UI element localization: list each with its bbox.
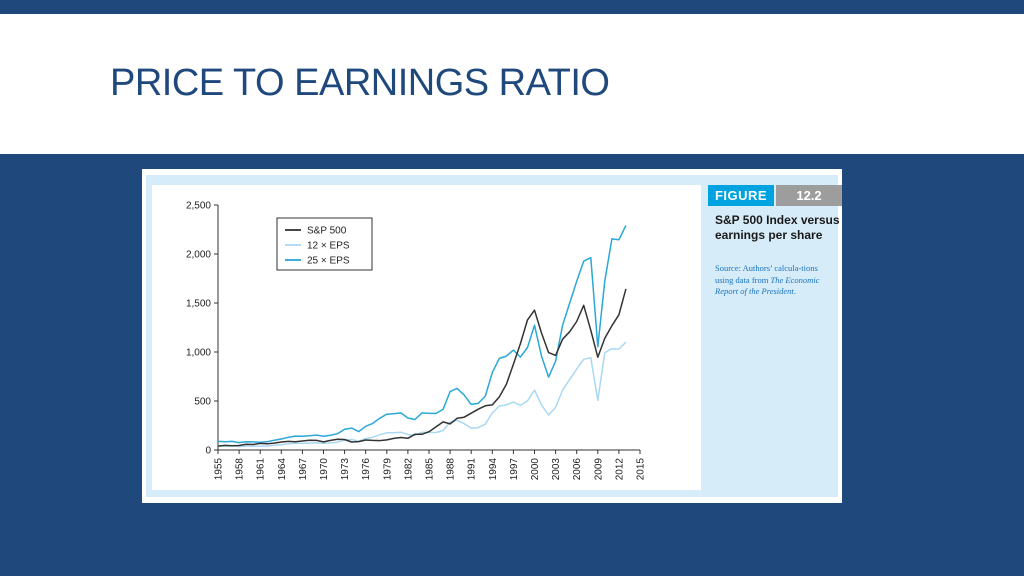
figure-caption: S&P 500 Index versus earnings per share	[715, 213, 840, 242]
x-tick-label: 2015	[636, 458, 647, 481]
x-tick-label: 1991	[467, 458, 478, 481]
figure-source: Source: Authors’ calcula-tions using dat…	[715, 263, 830, 298]
series-line-12-eps	[217, 341, 627, 448]
x-tick-label: 1964	[277, 458, 288, 481]
x-tick-label: 2003	[551, 458, 562, 481]
legend-box	[276, 217, 373, 271]
x-tick-label: 1976	[361, 458, 372, 481]
y-tick-label: 2,000	[186, 250, 211, 261]
x-tick-label: 1973	[340, 458, 351, 481]
figure-tag: FIGURE 12.2	[708, 185, 843, 206]
x-tick-label: 2012	[614, 458, 625, 481]
figure-tag-word: FIGURE	[708, 185, 774, 206]
figure-source-suffix: .	[793, 286, 796, 296]
x-tick-label: 1970	[319, 458, 330, 481]
x-tick-label: 2000	[530, 458, 541, 481]
title-area: PRICE TO EARNINGS RATIO	[0, 14, 1024, 154]
x-tick-label: 1994	[488, 458, 499, 481]
x-tick-label: 1955	[214, 458, 225, 481]
legend-label: 12 × EPS	[307, 241, 350, 252]
legend-label: S&P 500	[307, 226, 347, 237]
x-tick-label: 1979	[382, 458, 393, 481]
slide-title: PRICE TO EARNINGS RATIO	[110, 62, 610, 104]
x-tick-label: 2006	[572, 458, 583, 481]
figure-background: 0 500 1,000 1,500 2,000 2,500 1955 1958 1961 1964…	[146, 175, 842, 497]
y-tick-label: 0	[205, 446, 211, 457]
y-tick-label: 500	[194, 397, 211, 408]
x-tick-label: 2009	[593, 458, 604, 481]
x-tick-label: 1985	[425, 458, 436, 481]
top-band	[0, 0, 1024, 14]
y-tick-label: 2,500	[186, 201, 211, 212]
x-tick-label: 1982	[403, 458, 414, 481]
figure-source-italic: The Economic Report of the President	[715, 274, 820, 297]
line-chart: 0 500 1,000 1,500 2,000 2,500 1955 1958 1961 1964…	[186, 201, 647, 481]
x-tick-label: 1961	[256, 458, 267, 481]
series-line-s-p-500	[217, 288, 627, 447]
plot-panel: 0 500 1,000 1,500 2,000 2,500 1955 1958 1961 1964…	[152, 185, 701, 490]
figure-frame: 0 500 1,000 1,500 2,000 2,500 1955 1958 1961 1964…	[142, 169, 842, 503]
x-tick-label: 1967	[298, 458, 309, 481]
y-tick-label: 1,500	[186, 299, 211, 310]
y-tick-label: 1,000	[186, 348, 211, 359]
figure-tag-number: 12.2	[776, 185, 842, 206]
x-tick-label: 1997	[509, 458, 520, 481]
legend-label: 25 × EPS	[307, 256, 350, 267]
figure-source-prefix: Source: Authors’ calcula-tions using dat…	[715, 263, 818, 285]
x-tick-label: 1988	[446, 458, 457, 481]
x-tick-label: 1958	[235, 458, 246, 481]
